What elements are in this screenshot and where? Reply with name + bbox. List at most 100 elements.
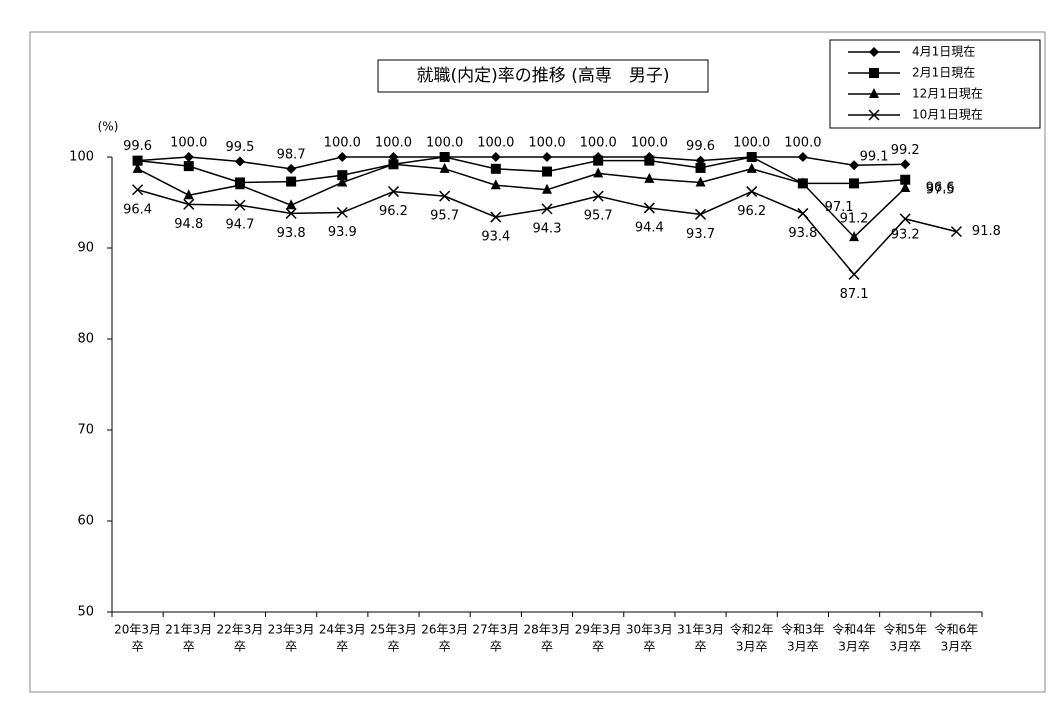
- data-label: 100.0: [733, 136, 770, 151]
- x-tick-label: 卒: [234, 640, 246, 654]
- marker: [849, 178, 860, 189]
- chart-frame: [29, 31, 1046, 693]
- marker: [542, 183, 552, 194]
- x-tick-label: 3月卒: [941, 640, 973, 654]
- chart-title: 就職(内定)率の推移 (高専 男子): [417, 66, 670, 86]
- data-label: 99.1: [860, 150, 889, 165]
- marker: [183, 152, 194, 162]
- y-tick-label: 60: [77, 514, 94, 529]
- data-label: 100.0: [631, 136, 668, 151]
- title-box: [377, 59, 709, 93]
- marker: [644, 155, 655, 166]
- data-label: 100.0: [170, 136, 207, 151]
- marker: [286, 163, 297, 174]
- x-tick-label: 卒: [592, 640, 604, 654]
- marker: [542, 166, 552, 177]
- data-label: 100.0: [324, 136, 361, 151]
- x-tick-label: 令和3年: [781, 622, 825, 637]
- marker: [694, 208, 707, 220]
- marker: [132, 162, 143, 173]
- marker: [490, 179, 501, 190]
- series-line: [137, 163, 906, 239]
- x-tick-label: 23年3月: [268, 623, 315, 637]
- data-label: 94.8: [174, 217, 203, 232]
- x-tick-label: 卒: [285, 640, 297, 654]
- marker: [387, 186, 400, 198]
- marker: [337, 170, 348, 181]
- y-tick-label: 80: [77, 332, 94, 347]
- y-tick-label: 100: [69, 150, 94, 165]
- marker: [490, 163, 501, 174]
- data-label: 96.6: [926, 180, 955, 195]
- marker: [849, 160, 860, 171]
- marker: [899, 213, 911, 225]
- data-label: 96.2: [737, 204, 766, 219]
- series-line: [137, 156, 906, 185]
- data-label: 96.4: [123, 202, 152, 217]
- data-label: 100.0: [528, 136, 565, 151]
- x-tick-label: 21年3月: [165, 623, 212, 637]
- marker: [643, 202, 655, 214]
- y-tick-label: 70: [77, 423, 94, 438]
- marker: [900, 159, 911, 170]
- marker: [797, 207, 809, 219]
- marker: [797, 177, 808, 188]
- x-tick-label: 卒: [541, 640, 553, 654]
- data-label: 91.8: [972, 224, 1001, 239]
- marker: [132, 155, 143, 166]
- data-label: 93.8: [277, 226, 306, 241]
- marker: [183, 161, 194, 172]
- x-tick-label: 31年3月: [677, 623, 724, 637]
- x-tick-label: 3月卒: [889, 640, 921, 654]
- data-label: 94.3: [533, 221, 562, 236]
- marker: [869, 88, 879, 98]
- x-tick-label: 卒: [132, 640, 144, 654]
- marker: [746, 152, 757, 162]
- marker: [849, 231, 860, 242]
- marker: [797, 152, 808, 162]
- y-tick-label: 90: [77, 241, 94, 256]
- x-tick-label: 25年3月: [370, 623, 417, 637]
- marker: [337, 152, 348, 162]
- x-tick-label: 卒: [695, 640, 707, 654]
- data-label: 93.9: [328, 225, 357, 240]
- data-label: 100.0: [375, 136, 412, 151]
- marker: [593, 155, 604, 166]
- marker: [286, 199, 297, 210]
- marker: [234, 156, 245, 167]
- data-label: 87.1: [840, 287, 869, 302]
- x-tick-label: 卒: [643, 640, 655, 654]
- legend-box: [829, 39, 1041, 129]
- data-label: 93.2: [891, 227, 920, 242]
- data-label: 100.0: [784, 136, 821, 151]
- x-tick-label: 卒: [490, 640, 502, 654]
- marker: [183, 189, 194, 200]
- data-label: 93.4: [481, 230, 510, 245]
- data-label: 93.8: [788, 226, 817, 241]
- marker: [848, 268, 860, 280]
- data-label: 97.1: [825, 200, 854, 215]
- marker: [592, 190, 604, 202]
- marker: [439, 190, 451, 202]
- legend-label: 4月1日現在: [912, 45, 975, 59]
- legend-label: 12月1日現在: [912, 87, 983, 101]
- x-tick-label: 3月卒: [787, 640, 819, 654]
- marker: [336, 206, 348, 219]
- marker: [285, 207, 297, 219]
- data-label: 99.6: [123, 139, 152, 154]
- x-tick-label: 3月卒: [838, 640, 870, 654]
- data-label: 100.0: [580, 136, 617, 151]
- marker: [286, 176, 297, 187]
- y-unit: (%): [98, 120, 119, 134]
- marker: [132, 184, 144, 196]
- x-tick-label: 24年3月: [319, 623, 366, 637]
- data-label: 96.2: [379, 204, 408, 219]
- marker: [388, 158, 399, 169]
- marker: [593, 167, 604, 178]
- marker: [234, 199, 246, 211]
- marker: [439, 162, 450, 173]
- x-tick-label: 28年3月: [524, 623, 571, 637]
- x-tick-label: 令和6年: [935, 622, 979, 637]
- marker: [490, 152, 501, 162]
